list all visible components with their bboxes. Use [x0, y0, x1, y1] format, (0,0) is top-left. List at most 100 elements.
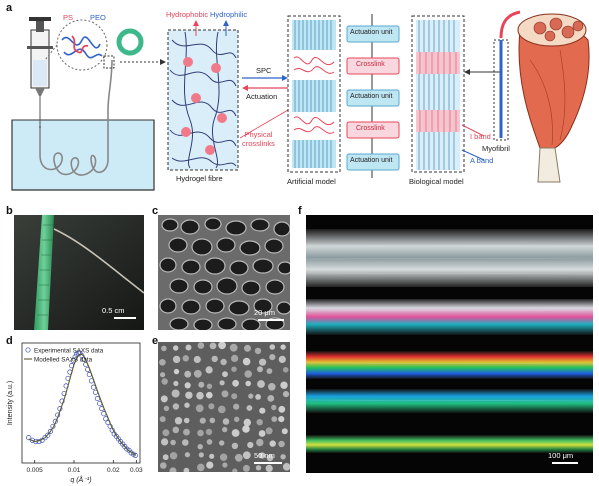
- panel-f-scale-label: 100 μm: [548, 451, 574, 460]
- muscle-illustration: [517, 13, 590, 183]
- tem-particle: [206, 391, 213, 399]
- tem-particle: [259, 358, 267, 366]
- panel-f-micrograph: 100 μm: [306, 215, 593, 473]
- panel-f-scale-bar: [552, 462, 578, 464]
- tem-particle: [159, 416, 166, 423]
- tem-particle: [174, 417, 183, 425]
- tem-particle: [265, 427, 273, 435]
- tem-particle: [161, 378, 168, 385]
- tem-particle-texture: [158, 342, 290, 472]
- tem-particle: [243, 418, 251, 427]
- tem-particle: [231, 442, 239, 450]
- actuation-unit-label-2: Actuation unit: [350, 93, 393, 100]
- tem-particle: [222, 426, 228, 433]
- tem-particle: [222, 371, 228, 378]
- tem-particle: [271, 416, 278, 422]
- tem-particle: [161, 438, 169, 446]
- tem-particle: [218, 405, 226, 414]
- tem-particle: [173, 380, 179, 387]
- panel-e-scale-bar: [254, 462, 282, 464]
- hydrophilic-label: Hydrophilic: [210, 10, 248, 19]
- tem-particle: [172, 355, 181, 364]
- artificial-model-stripes: [292, 20, 336, 168]
- birefringent-fibre-stripes: [306, 229, 593, 453]
- tem-particle: [197, 444, 203, 450]
- biological-model-label: Biological model: [409, 177, 464, 186]
- y-axis-label: Intensity (a.u.): [7, 381, 14, 425]
- tem-particle: [198, 381, 205, 388]
- actuation-unit-box-1: [346, 25, 400, 43]
- tem-particle: [271, 404, 277, 411]
- legend-label-experimental: Experimental SAXS data: [34, 348, 104, 355]
- tem-particle: [184, 370, 192, 378]
- tem-particle: [231, 366, 237, 372]
- tem-particle: [256, 438, 264, 447]
- panel-letter-f: f: [298, 205, 302, 217]
- tem-particle: [196, 391, 204, 400]
- modelled-line: [28, 353, 136, 456]
- tem-particle: [282, 391, 290, 398]
- tem-particle: [161, 345, 167, 352]
- tem-particle: [199, 417, 206, 424]
- tem-particle: [266, 454, 274, 462]
- tem-particle: [219, 453, 228, 461]
- tem-particle: [246, 405, 253, 411]
- actuation-unit-box-3: [346, 153, 400, 171]
- experimental-point: [94, 396, 100, 402]
- fibre-cross-section: [116, 28, 144, 56]
- tem-particle: [173, 345, 179, 351]
- tem-particle: [282, 463, 290, 471]
- tem-particle: [222, 462, 228, 468]
- artificial-model-label: Artificial model: [287, 177, 336, 186]
- panel-b-scale-bar: [114, 317, 136, 319]
- myofibril-box: [493, 39, 509, 141]
- tem-particle: [220, 358, 227, 366]
- crosslink-label-2: Crosslink: [356, 125, 385, 132]
- tem-particle: [160, 462, 167, 469]
- tem-particle: [232, 468, 238, 472]
- tem-particle: [234, 453, 243, 462]
- tem-particle: [269, 344, 276, 350]
- tem-particle: [259, 452, 266, 459]
- tem-particle: [242, 425, 250, 433]
- panel-letter-c: c: [152, 205, 159, 217]
- experimental-point: [59, 398, 65, 404]
- panel-letter-a: a: [6, 2, 13, 14]
- tem-particle: [184, 402, 190, 408]
- tem-particle: [205, 366, 213, 374]
- tem-particle: [280, 381, 288, 389]
- tem-particle: [267, 395, 275, 402]
- i-band-label: I band: [470, 132, 491, 141]
- tem-particle: [197, 429, 204, 437]
- biological-model-box: [411, 15, 465, 173]
- water-bath: [11, 119, 155, 191]
- panel-c-scale-bar: [258, 319, 284, 321]
- hydrogel-fibre-label: Hydrogel fibre: [176, 174, 223, 183]
- tem-particle: [244, 344, 251, 352]
- tem-particle: [209, 453, 215, 459]
- tem-particle: [268, 383, 276, 391]
- tem-particle: [160, 395, 168, 403]
- panel-letter-b: b: [6, 205, 13, 217]
- crosslink-label-1: Crosslink: [356, 61, 385, 68]
- tem-particle: [259, 407, 266, 414]
- tem-particle: [282, 367, 289, 373]
- x-axis-label: q (Å⁻¹): [70, 475, 91, 484]
- actuation-label: Actuation: [246, 92, 278, 101]
- tem-particle: [206, 383, 213, 389]
- physical-crosslinks-line2: crosslinks: [242, 139, 275, 148]
- tem-particle: [232, 379, 239, 387]
- tem-particle: [269, 354, 276, 361]
- tem-particle: [247, 441, 254, 449]
- tem-particle: [245, 380, 251, 387]
- x-tick-label: 0.01: [68, 467, 81, 474]
- tem-particle: [242, 451, 251, 460]
- actuation-unit-label-1: Actuation unit: [350, 29, 393, 36]
- tem-particle: [209, 417, 216, 424]
- tem-particle: [198, 452, 204, 458]
- tem-particle: [280, 344, 286, 350]
- tem-particle: [281, 428, 288, 435]
- x-tick-label: 0.02: [107, 467, 120, 474]
- crosslink-box-1: [346, 57, 400, 75]
- experimental-point: [45, 432, 51, 438]
